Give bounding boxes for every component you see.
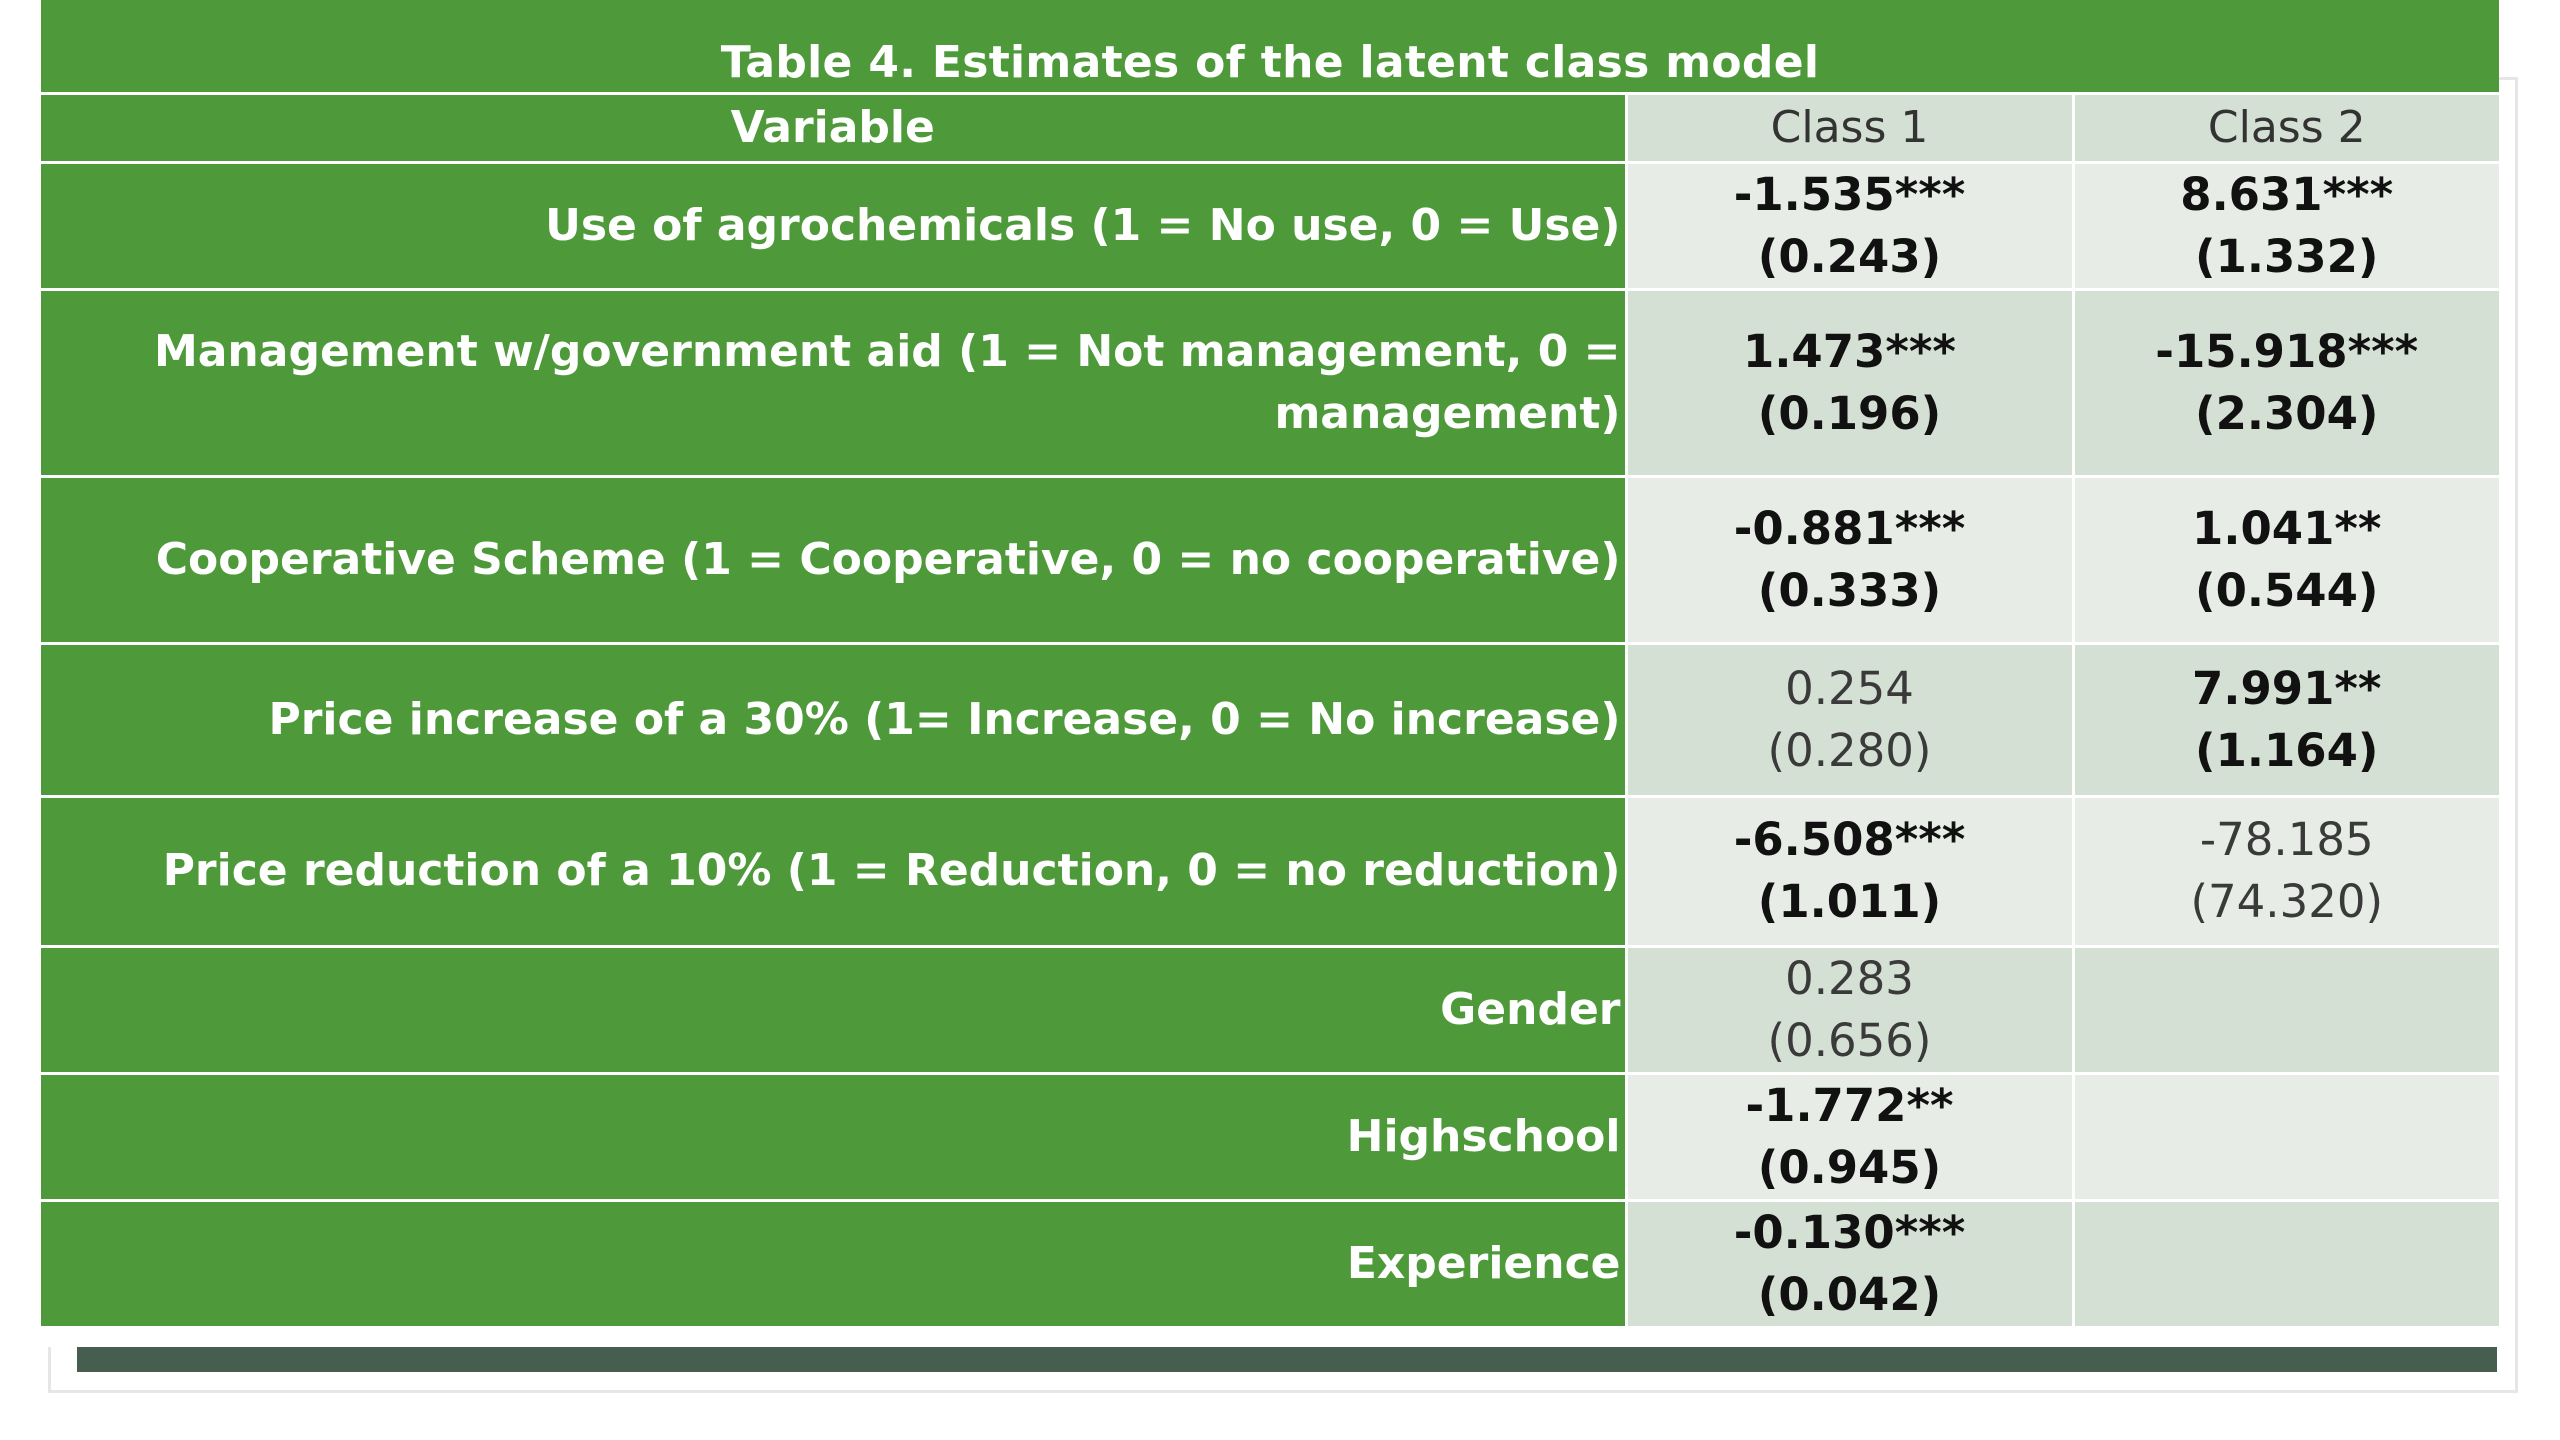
coefficient: -0.881*** bbox=[1733, 501, 1966, 555]
standard-error: (0.243) bbox=[1757, 229, 1942, 283]
class2-cell bbox=[2071, 1073, 2499, 1202]
coefficient: -1.772** bbox=[1745, 1078, 1954, 1132]
standard-error: (1.332) bbox=[2195, 229, 2379, 283]
standard-error: (1.164) bbox=[2195, 723, 2379, 777]
coefficient: -6.508*** bbox=[1733, 813, 1966, 866]
row-label: Management w/government aid (1 = Not man… bbox=[41, 289, 1626, 478]
class2-cell bbox=[2071, 946, 2499, 1075]
row-label: Use of agrochemicals (1 = No use, 0 = Us… bbox=[41, 162, 1626, 291]
row-label: Experience bbox=[41, 1200, 1626, 1329]
standard-error: (2.304) bbox=[2195, 386, 2379, 440]
coefficient: 0.283 bbox=[1785, 951, 1914, 1005]
coefficient: 1.041** bbox=[2192, 501, 2382, 555]
coefficient: 1.473*** bbox=[1743, 324, 1956, 378]
row-label: Price increase of a 30% (1= Increase, 0 … bbox=[41, 643, 1626, 798]
header-class-1: Class 1 bbox=[1624, 95, 2073, 164]
table-row: Cooperative Scheme (1 = Cooperative, 0 =… bbox=[41, 476, 2499, 645]
header-variable: Variable bbox=[41, 95, 1626, 164]
class2-cell: -15.918*** (2.304) bbox=[2071, 289, 2499, 478]
table-row: Management w/government aid (1 = Not man… bbox=[41, 289, 2499, 478]
table-row: Highschool -1.772** (0.945) bbox=[41, 1073, 2499, 1202]
coefficient: -1.535*** bbox=[1733, 167, 1966, 221]
class1-cell: 0.283 (0.656) bbox=[1624, 946, 2073, 1075]
table-shadow-bar bbox=[77, 1346, 2497, 1372]
table-row: Price reduction of a 10% (1 = Reduction,… bbox=[41, 796, 2499, 948]
class2-cell: -78.185 (74.320) bbox=[2071, 796, 2499, 948]
class1-cell: -1.535*** (0.243) bbox=[1624, 162, 2073, 291]
row-label: Gender bbox=[41, 946, 1626, 1075]
standard-error: (0.544) bbox=[2195, 563, 2379, 617]
row-label-line-2: management) bbox=[1274, 387, 1621, 439]
class1-cell: -0.881*** (0.333) bbox=[1624, 476, 2073, 645]
table-row: Experience -0.130*** (0.042) bbox=[41, 1200, 2499, 1329]
standard-error: (0.945) bbox=[1757, 1140, 1942, 1194]
standard-error: (0.656) bbox=[1767, 1013, 1932, 1067]
table-container: Table 4. Estimates of the latent class m… bbox=[41, 0, 2499, 1347]
row-label-line-1: Management w/government aid (1 = Not man… bbox=[153, 325, 1621, 377]
standard-error: (1.011) bbox=[1757, 875, 1942, 928]
row-label: Cooperative Scheme (1 = Cooperative, 0 =… bbox=[41, 476, 1626, 645]
coefficient: -15.918*** bbox=[2155, 324, 2419, 378]
class1-cell: -6.508*** (1.011) bbox=[1624, 796, 2073, 948]
row-label: Highschool bbox=[41, 1073, 1626, 1202]
class1-cell: 0.254 (0.280) bbox=[1624, 643, 2073, 798]
standard-error: (0.333) bbox=[1757, 563, 1942, 617]
standard-error: (0.196) bbox=[1757, 386, 1942, 440]
coefficient: 8.631*** bbox=[2180, 167, 2394, 221]
coefficient: 7.991** bbox=[2192, 661, 2382, 715]
class2-cell: 8.631*** (1.332) bbox=[2071, 162, 2499, 291]
header-row: Variable Class 1 Class 2 bbox=[41, 95, 2499, 164]
class2-cell: 1.041** (0.544) bbox=[2071, 476, 2499, 645]
table-title: Table 4. Estimates of the latent class m… bbox=[41, 0, 2499, 92]
coefficient: -0.130*** bbox=[1733, 1205, 1966, 1259]
estimates-table: Variable Class 1 Class 2 Use of agrochem… bbox=[41, 95, 2499, 1329]
header-class-2: Class 2 bbox=[2071, 95, 2499, 164]
standard-error: (0.042) bbox=[1757, 1267, 1942, 1321]
standard-error: (74.320) bbox=[2190, 875, 2384, 928]
class1-cell: -1.772** (0.945) bbox=[1624, 1073, 2073, 1202]
standard-error: (0.280) bbox=[1767, 723, 1932, 777]
class2-cell: 7.991** (1.164) bbox=[2071, 643, 2499, 798]
class1-cell: -0.130*** (0.042) bbox=[1624, 1200, 2073, 1329]
class1-cell: 1.473*** (0.196) bbox=[1624, 289, 2073, 478]
coefficient: -78.185 bbox=[2199, 813, 2374, 866]
table-row: Use of agrochemicals (1 = No use, 0 = Us… bbox=[41, 162, 2499, 291]
class2-cell bbox=[2071, 1200, 2499, 1329]
table-row: Price increase of a 30% (1= Increase, 0 … bbox=[41, 643, 2499, 798]
coefficient: 0.254 bbox=[1785, 661, 1914, 715]
table-row: Gender 0.283 (0.656) bbox=[41, 946, 2499, 1075]
row-label: Price reduction of a 10% (1 = Reduction,… bbox=[41, 796, 1626, 948]
